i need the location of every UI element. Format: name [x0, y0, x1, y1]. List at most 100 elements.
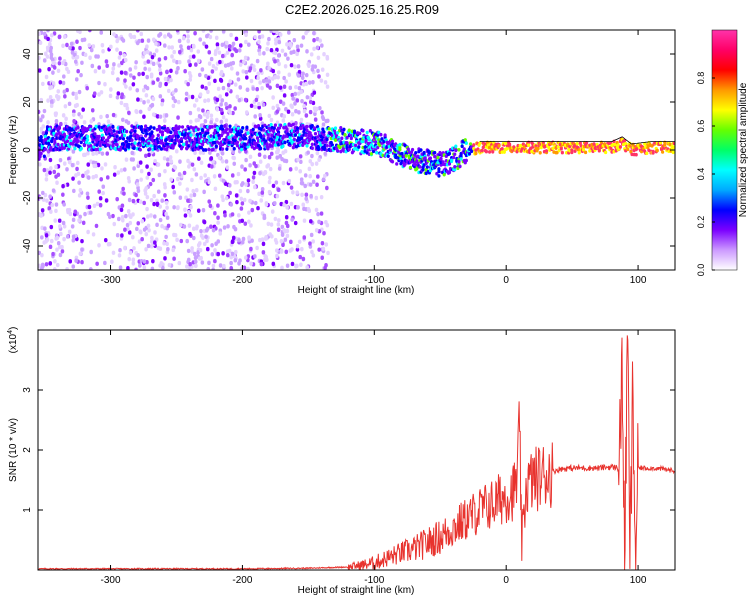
- noise-point: [205, 114, 210, 120]
- noise-point: [300, 98, 304, 104]
- noise-point: [285, 42, 289, 47]
- noise-point: [213, 78, 217, 84]
- ridge-point: [462, 147, 466, 151]
- noise-point: [194, 97, 199, 103]
- noise-point: [81, 173, 85, 179]
- noise-point: [183, 69, 187, 74]
- noise-point: [77, 89, 82, 95]
- noise-point: [138, 97, 143, 103]
- noise-point: [184, 195, 188, 200]
- noise-point: [147, 106, 152, 112]
- noise-point: [325, 72, 330, 77]
- noise-point: [131, 82, 136, 87]
- ridge-point: [453, 152, 457, 157]
- noise-point: [48, 95, 53, 100]
- noise-point: [103, 237, 108, 243]
- noise-point: [58, 252, 63, 258]
- noise-point: [209, 224, 213, 229]
- noise-point: [184, 97, 189, 102]
- ridge-point: [111, 124, 115, 129]
- noise-point: [221, 30, 226, 34]
- noise-point: [287, 30, 291, 35]
- noise-point: [314, 161, 319, 166]
- noise-point: [282, 202, 286, 208]
- noise-point: [137, 71, 141, 77]
- noise-point: [171, 184, 176, 190]
- noise-point: [93, 69, 98, 74]
- noise-point: [200, 67, 205, 72]
- ridge-point: [390, 159, 395, 164]
- noise-point: [276, 70, 281, 75]
- noise-point: [87, 204, 92, 210]
- noise-point: [157, 57, 162, 62]
- noise-point: [287, 178, 292, 184]
- ridge-point: [414, 150, 418, 155]
- noise-point: [132, 246, 136, 251]
- noise-point: [147, 152, 151, 158]
- noise-point: [208, 34, 213, 40]
- noise-point: [273, 37, 278, 43]
- noise-point: [106, 242, 111, 247]
- noise-point: [209, 120, 213, 125]
- ridge-point: [305, 124, 309, 129]
- noise-point: [169, 159, 174, 164]
- noise-point: [204, 234, 208, 239]
- ridge-point: [122, 133, 127, 138]
- noise-point: [192, 192, 197, 198]
- ridge-point: [312, 126, 317, 130]
- noise-point: [223, 213, 227, 218]
- ridge-point: [340, 136, 344, 141]
- ridge-point: [127, 145, 131, 149]
- noise-point: [267, 36, 271, 42]
- noise-point: [321, 116, 326, 121]
- noise-point: [49, 238, 54, 244]
- ridge-point: [232, 146, 236, 151]
- noise-point: [183, 213, 188, 218]
- noise-point: [124, 157, 129, 162]
- ridge-point: [42, 154, 46, 159]
- noise-point: [228, 79, 233, 84]
- noise-point: [145, 260, 149, 265]
- colorbar-tick-label: 0.4: [696, 168, 706, 181]
- noise-point: [162, 156, 167, 161]
- noise-point: [138, 109, 143, 114]
- noise-point: [76, 171, 81, 177]
- noise-point: [141, 71, 145, 76]
- noise-point: [227, 183, 232, 188]
- noise-point: [254, 97, 259, 103]
- noise-point: [311, 253, 316, 258]
- noise-point: [302, 218, 307, 223]
- noise-point: [38, 109, 41, 115]
- noise-point: [187, 223, 192, 228]
- noise-point: [171, 247, 176, 253]
- noise-point: [325, 185, 329, 191]
- noise-point: [324, 262, 328, 268]
- noise-point: [228, 104, 232, 109]
- noise-point: [86, 151, 90, 156]
- noise-point: [316, 55, 321, 61]
- ridge-point: [211, 147, 215, 152]
- ridge-point: [100, 133, 104, 138]
- noise-point: [190, 177, 194, 183]
- ridge-point: [379, 132, 383, 137]
- noise-point: [201, 235, 205, 240]
- noise-point: [165, 69, 169, 75]
- noise-point: [45, 45, 50, 51]
- ridge-point: [69, 139, 73, 143]
- noise-point: [276, 227, 281, 232]
- noise-point: [243, 221, 248, 226]
- ridge-point: [132, 146, 136, 150]
- ridge-point: [624, 141, 628, 146]
- noise-point: [289, 63, 294, 68]
- noise-point: [119, 207, 124, 213]
- noise-point: [197, 241, 202, 246]
- noise-point: [146, 214, 150, 219]
- noise-point: [48, 42, 52, 47]
- ridge-point: [536, 146, 540, 151]
- noise-point: [146, 59, 151, 64]
- ridge-point: [406, 147, 410, 151]
- noise-point: [235, 94, 240, 100]
- noise-point: [94, 174, 98, 179]
- noise-point: [284, 249, 289, 255]
- noise-point: [67, 159, 72, 165]
